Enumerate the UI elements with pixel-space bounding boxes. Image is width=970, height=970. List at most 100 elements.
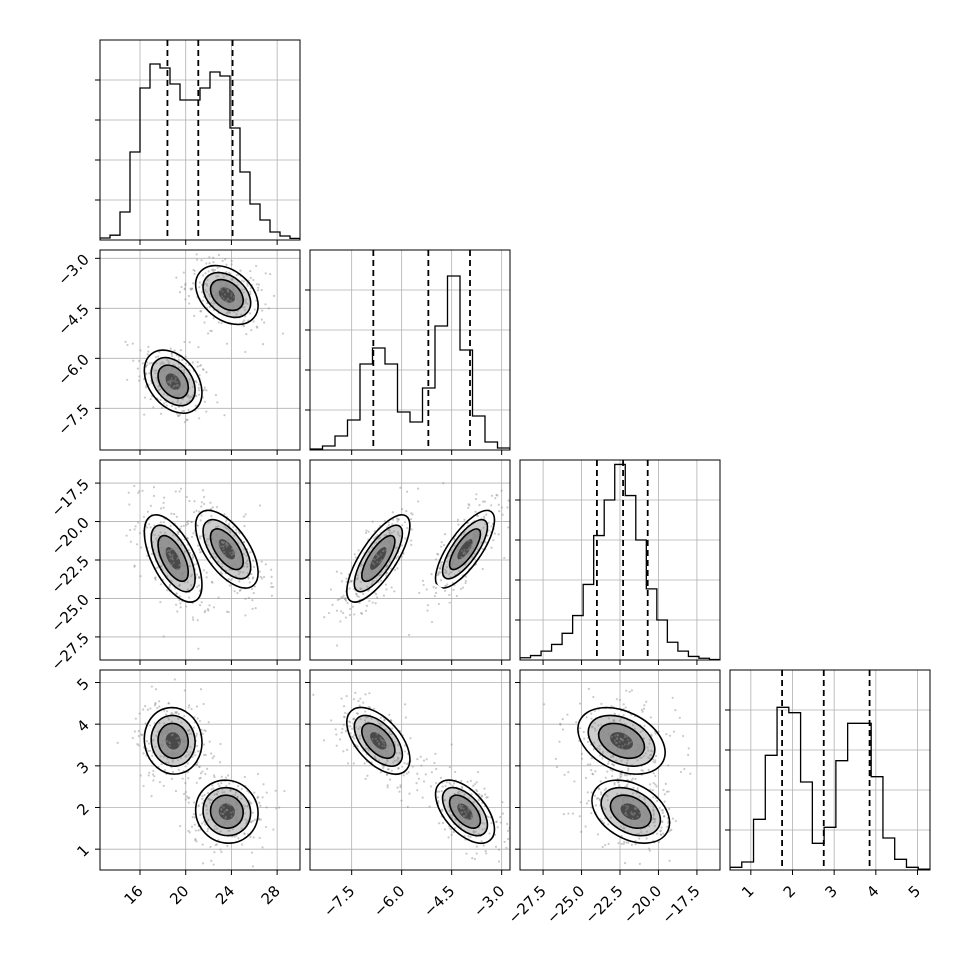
scatter-point <box>377 759 380 762</box>
scatter-point <box>383 718 386 721</box>
scatter-point <box>232 810 235 813</box>
scatter-point <box>180 721 183 724</box>
scatter-point <box>216 266 219 269</box>
scatter-point <box>467 807 470 810</box>
scatter-point <box>226 819 229 823</box>
scatter-point <box>211 537 214 540</box>
scatter-point <box>561 728 565 731</box>
scatter-point <box>455 809 458 812</box>
scatter-point <box>440 545 443 548</box>
scatter-points-2-1 <box>323 482 510 647</box>
scatter-point <box>159 531 162 534</box>
scatter-points-1-0 <box>124 250 285 450</box>
scatter-point <box>214 294 217 297</box>
scatter-point <box>629 732 633 735</box>
scatter-point <box>344 598 347 601</box>
scatter-point <box>583 737 586 740</box>
scatter-point <box>356 745 359 748</box>
scatter-point <box>653 817 657 821</box>
scatter-point <box>445 571 448 574</box>
scatter-point <box>183 421 187 424</box>
scatter-point <box>176 538 180 541</box>
scatter-point <box>671 696 674 699</box>
scatter-point <box>356 577 359 581</box>
scatter-point <box>249 801 252 804</box>
scatter-point <box>171 725 174 728</box>
scatter-point <box>622 799 625 803</box>
scatter-point <box>648 783 652 786</box>
scatter-point <box>482 844 485 847</box>
scatter-point <box>274 789 277 792</box>
scatter-point <box>664 782 667 786</box>
scatter-point <box>194 380 197 383</box>
scatter-point <box>177 414 180 417</box>
scatter-point <box>205 282 208 286</box>
scatter-point <box>621 747 624 750</box>
scatter-point <box>198 777 201 780</box>
scatter-point <box>203 729 206 732</box>
scatter-point <box>210 268 213 272</box>
scatter-point <box>157 389 160 392</box>
scatter-point <box>490 822 493 825</box>
scatter-point <box>594 729 597 732</box>
scatter-point <box>198 510 201 513</box>
scatter-point <box>463 820 466 823</box>
scatter-point <box>222 532 225 535</box>
scatter-point <box>217 800 220 803</box>
scatter-point <box>190 575 193 578</box>
scatter-point <box>484 793 487 796</box>
scatter-point <box>159 362 162 366</box>
scatter-point <box>372 580 375 583</box>
scatter-point <box>467 506 470 510</box>
scatter-point <box>671 817 675 820</box>
scatter-point <box>182 524 185 527</box>
scatter-point <box>616 750 619 753</box>
scatter-point <box>623 840 626 843</box>
scatter-point <box>222 547 225 550</box>
scatter-point <box>183 550 186 553</box>
scatter-point <box>633 812 636 815</box>
scatter-point <box>633 731 636 735</box>
scatter-point <box>631 812 634 816</box>
scatter-point <box>225 545 228 548</box>
scatter-point <box>265 806 268 809</box>
scatter-point <box>381 739 384 742</box>
scatter-point <box>168 753 171 756</box>
scatter-point <box>623 729 626 733</box>
scatter-point <box>252 559 255 563</box>
scatter-point <box>455 594 458 598</box>
scatter-point <box>506 506 509 509</box>
scatter-point <box>474 830 477 833</box>
scatter-point <box>380 558 383 562</box>
scatter-point <box>357 727 360 730</box>
scatter-point <box>607 726 610 729</box>
scatter-point <box>182 409 186 412</box>
scatter-point <box>601 819 604 823</box>
scatter-point <box>393 759 396 762</box>
scatter-point <box>204 823 207 826</box>
scatter-point <box>230 294 233 297</box>
scatter-point <box>178 744 181 747</box>
scatter-point <box>353 613 356 616</box>
scatter-point <box>458 799 461 802</box>
scatter-point <box>231 543 234 547</box>
scatter-point <box>659 830 662 833</box>
scatter-point <box>177 717 180 720</box>
scatter-point <box>225 784 228 788</box>
scatter-point <box>654 761 657 764</box>
scatter-point <box>256 795 260 799</box>
y-tick-label-3-1: 2 <box>73 800 92 819</box>
density-level-2-1-1-3 <box>457 539 473 560</box>
scatter-point <box>521 841 523 843</box>
scatter-point <box>497 503 500 506</box>
scatter-point <box>424 773 427 776</box>
scatter-point <box>663 815 666 818</box>
scatter-point <box>368 568 371 571</box>
scatter-point <box>466 818 469 822</box>
scatter-point <box>154 356 157 359</box>
scatter-point <box>400 507 404 511</box>
scatter-point <box>388 541 392 544</box>
scatter-point <box>471 857 474 860</box>
scatter-point <box>182 740 185 744</box>
scatter-point <box>668 734 672 737</box>
